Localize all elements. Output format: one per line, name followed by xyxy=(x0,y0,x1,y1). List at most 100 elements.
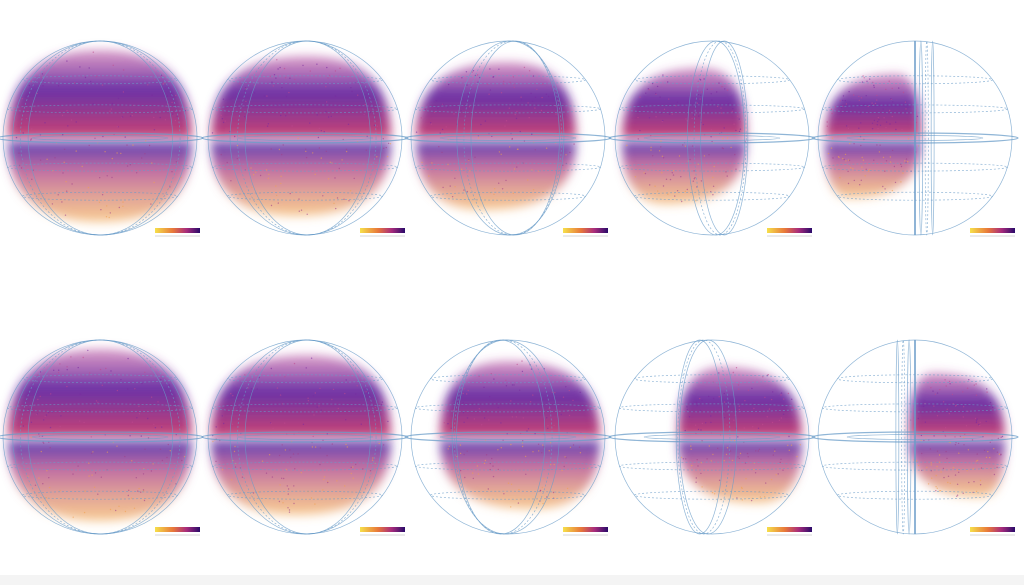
point xyxy=(244,374,246,376)
point xyxy=(142,490,145,492)
point xyxy=(270,422,272,425)
point xyxy=(745,478,747,480)
point xyxy=(701,399,703,402)
point xyxy=(710,460,712,462)
point xyxy=(510,400,512,402)
point xyxy=(283,67,286,70)
point xyxy=(859,113,862,115)
point xyxy=(958,452,960,454)
point xyxy=(722,137,724,140)
point xyxy=(157,401,159,403)
point xyxy=(322,439,324,441)
point xyxy=(737,456,739,458)
point xyxy=(763,496,766,498)
point xyxy=(314,446,317,448)
point xyxy=(639,129,641,132)
point xyxy=(560,413,562,416)
point xyxy=(497,406,499,409)
point xyxy=(895,121,897,123)
point xyxy=(939,490,942,492)
point xyxy=(256,388,258,390)
point xyxy=(467,389,469,392)
point xyxy=(869,169,871,171)
point xyxy=(15,136,18,139)
point xyxy=(831,112,833,115)
point xyxy=(130,497,133,499)
point xyxy=(647,88,649,90)
point xyxy=(547,95,550,98)
point xyxy=(534,149,536,151)
point xyxy=(168,384,171,386)
point xyxy=(239,83,241,85)
point xyxy=(127,357,129,360)
sphere-panel xyxy=(608,339,816,536)
point xyxy=(973,481,975,483)
point xyxy=(921,452,923,455)
point xyxy=(884,188,886,190)
point xyxy=(885,88,887,91)
point xyxy=(498,68,500,70)
point xyxy=(333,202,335,205)
point xyxy=(59,363,61,365)
point xyxy=(468,105,471,108)
parallel xyxy=(619,162,805,172)
point xyxy=(891,115,893,118)
point xyxy=(507,482,510,484)
point-cloud-lower xyxy=(909,441,1005,497)
point xyxy=(662,157,665,159)
point xyxy=(121,116,124,118)
point xyxy=(183,455,186,458)
point xyxy=(30,436,32,439)
point xyxy=(665,178,668,180)
point xyxy=(713,493,716,495)
point xyxy=(431,162,433,164)
point xyxy=(839,177,841,179)
point xyxy=(869,78,871,80)
point xyxy=(120,152,122,155)
point xyxy=(752,426,754,428)
point xyxy=(331,443,333,445)
point xyxy=(858,127,860,129)
point xyxy=(568,414,571,417)
point xyxy=(747,456,749,458)
point xyxy=(917,417,919,420)
point xyxy=(736,497,738,499)
point xyxy=(66,369,68,371)
point xyxy=(739,452,742,455)
point xyxy=(639,96,641,98)
point xyxy=(292,453,295,455)
point xyxy=(272,85,274,87)
point xyxy=(302,423,305,425)
point xyxy=(1000,436,1002,438)
point xyxy=(148,144,151,147)
point xyxy=(160,378,162,381)
point xyxy=(131,421,133,423)
point xyxy=(280,182,282,185)
point xyxy=(731,459,734,462)
point xyxy=(88,462,90,464)
point xyxy=(513,84,515,86)
point xyxy=(975,421,978,424)
point xyxy=(712,453,714,456)
point xyxy=(915,121,918,124)
point xyxy=(765,482,767,484)
point xyxy=(689,158,691,161)
point xyxy=(298,198,300,200)
point xyxy=(751,387,753,390)
point xyxy=(697,428,700,431)
point xyxy=(562,396,565,398)
point xyxy=(111,176,113,179)
point xyxy=(858,99,860,102)
point xyxy=(265,169,268,171)
point xyxy=(951,393,954,396)
point xyxy=(310,357,313,359)
point xyxy=(371,459,374,461)
parallel xyxy=(212,104,398,114)
point xyxy=(478,375,480,377)
point xyxy=(662,119,664,122)
point xyxy=(176,115,178,117)
point xyxy=(871,128,874,130)
point xyxy=(891,87,893,90)
point xyxy=(364,103,366,106)
point xyxy=(355,393,357,395)
